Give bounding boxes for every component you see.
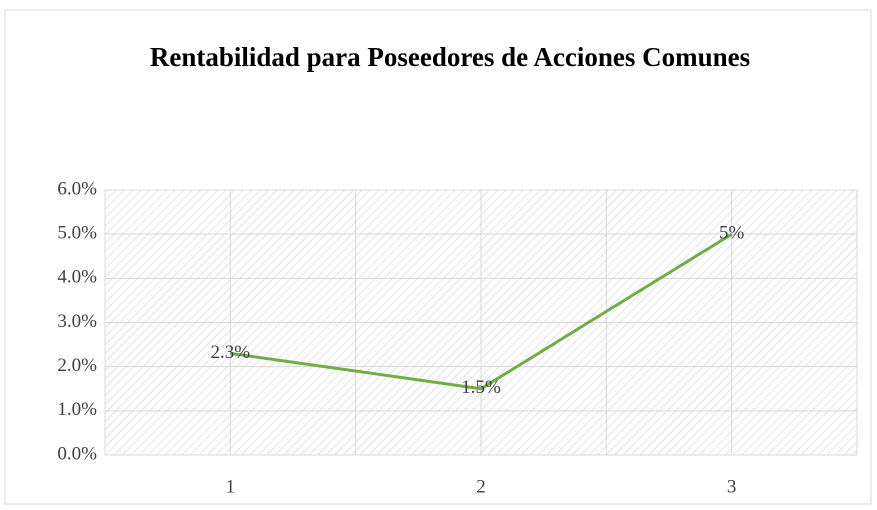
x-tick-label: 1: [226, 476, 236, 497]
y-tick-label: 3.0%: [57, 311, 97, 332]
chart-title: Rentabilidad para Poseedores de Acciones…: [149, 42, 751, 72]
chart-border: [4, 9, 872, 505]
y-tick-label: 5.0%: [57, 223, 97, 244]
y-tick-label: 4.0%: [57, 267, 97, 288]
data-label: 1.5%: [461, 377, 501, 398]
x-tick-label: 2: [476, 476, 486, 497]
y-tick-label: 2.0%: [57, 355, 97, 376]
x-tick-label: 3: [727, 476, 737, 497]
y-tick-label: 1.0%: [57, 399, 97, 420]
y-tick-label: 6.0%: [57, 178, 97, 199]
data-label: 5%: [719, 223, 745, 244]
series-line: [230, 232, 733, 391]
y-tick-label: 0.0%: [57, 443, 97, 464]
data-label: 2.3%: [211, 342, 251, 363]
